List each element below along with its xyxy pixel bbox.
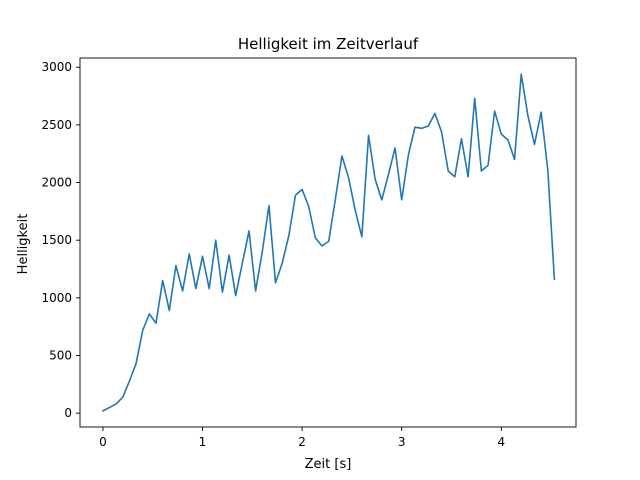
x-tick-label: 3 — [398, 435, 406, 449]
x-tick-label: 2 — [298, 435, 306, 449]
x-tick-label: 4 — [497, 435, 505, 449]
y-tick-label: 500 — [49, 349, 72, 363]
y-tick-label: 3000 — [41, 60, 72, 74]
x-tick-label: 1 — [199, 435, 207, 449]
y-tick-label: 0 — [64, 406, 72, 420]
y-axis-title: Helligkeit — [16, 214, 31, 275]
series-line-0 — [102, 73, 556, 412]
plot-frame — [79, 57, 577, 428]
y-tick-label: 1500 — [41, 233, 72, 247]
plot-area: 0 1 2 3 4 0 500 1000 1500 2000 2500 3000 — [41, 57, 577, 449]
chart-title: Helligkeit im Zeitverlauf — [238, 35, 419, 53]
x-axis-title: Zeit [s] — [305, 457, 352, 472]
y-tick-label: 1000 — [41, 291, 72, 305]
y-tick-label: 2000 — [41, 176, 72, 190]
x-tick-label: 0 — [99, 435, 107, 449]
y-tick-label: 2500 — [41, 118, 72, 132]
